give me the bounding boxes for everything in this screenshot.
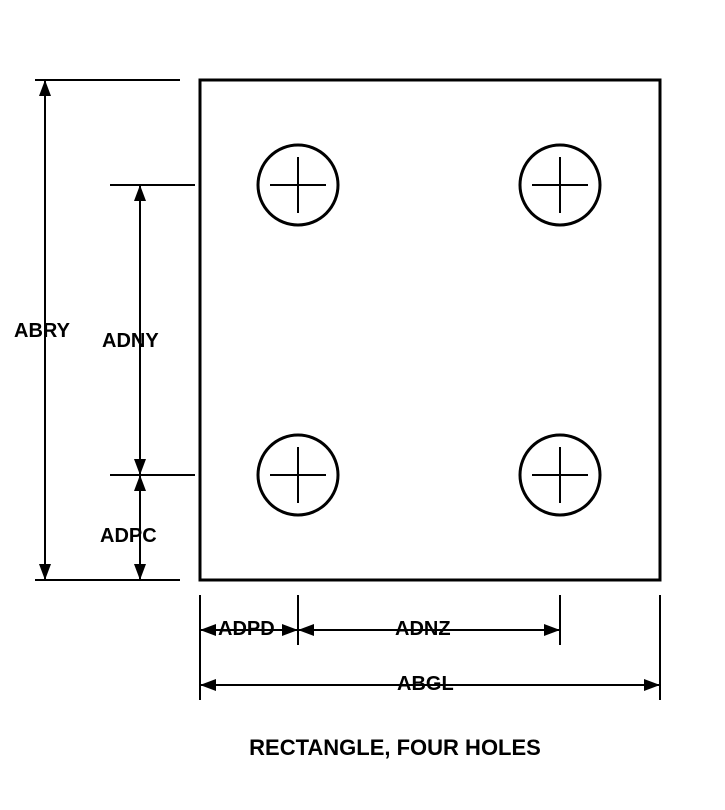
label-adnz: ADNZ — [395, 618, 451, 641]
label-abgl: ABGL — [397, 673, 454, 696]
diagram-title: RECTANGLE, FOUR HOLES — [195, 735, 595, 761]
label-abry: ABRY — [14, 320, 70, 343]
label-adny: ADNY — [102, 330, 159, 353]
label-adpc: ADPC — [100, 525, 157, 548]
engineering-diagram: ABRY ADNY ADPC ADPD ADNZ ABGL RECTANGLE,… — [0, 0, 725, 810]
diagram-svg — [0, 0, 725, 810]
label-adpd: ADPD — [218, 618, 275, 641]
